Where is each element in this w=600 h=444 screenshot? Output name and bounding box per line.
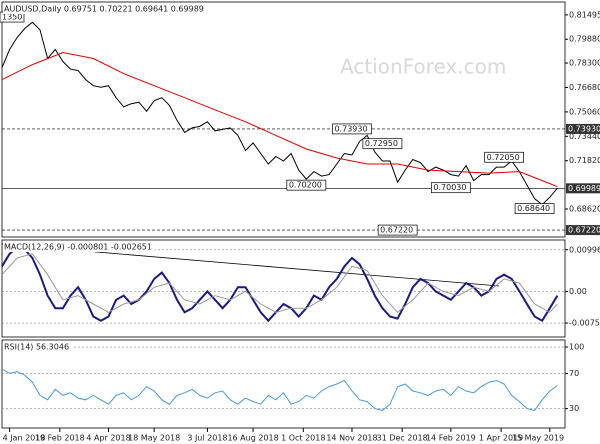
- x-tick-label: 31 Dec 2018: [377, 434, 428, 443]
- annotation-label: 1350: [2, 13, 22, 22]
- panel-title: RSI(14) 56.3046: [4, 343, 69, 352]
- annotation-box: [286, 179, 327, 191]
- x-tick-label: 14 Feb 2019: [426, 434, 476, 443]
- annotation-box: [431, 182, 471, 194]
- x-tick-label: 15 May 2019: [512, 434, 564, 443]
- panel-title: MACD(12,26,9) -0.000801 -0.002651: [4, 243, 152, 252]
- annotation-label: 0.73930: [334, 124, 367, 133]
- title-bg: [3, 342, 72, 352]
- x-tick-label: 3 Jul 2018: [187, 434, 227, 443]
- y-tick-label: 0.81495: [569, 10, 600, 19]
- y-tick-label: 0.79880: [569, 35, 600, 44]
- x-tick-label: 18 May 2018: [128, 434, 180, 443]
- annotation-label: 0.68640: [517, 204, 550, 213]
- annotation-box: [362, 138, 403, 150]
- y-tick-label: 0.76680: [569, 83, 600, 92]
- series-line: [1, 246, 559, 323]
- annotation-box: [514, 203, 555, 215]
- annotation-label: 0.72050: [487, 153, 520, 162]
- title-bg: [3, 242, 155, 252]
- annotation-box: [332, 123, 372, 135]
- watermark: ActionForex.com: [340, 55, 506, 79]
- y-tick-label: -0.00756: [569, 319, 600, 328]
- y-tick-label: 0.68620: [569, 204, 600, 213]
- panel-frame: [1, 339, 566, 429]
- annotation-label: 0.70030: [433, 183, 466, 192]
- level-label: 0.69989: [568, 184, 600, 193]
- x-tick-label: 1 Oct 2018: [281, 434, 325, 443]
- series-line: [1, 368, 558, 411]
- panel-frame: [1, 1, 566, 238]
- y-tick-label: 0.78300: [569, 59, 600, 68]
- level-label-box: [566, 225, 600, 236]
- level-label: 0.67220: [568, 226, 600, 235]
- x-tick-label: 19 Feb 2018: [35, 434, 85, 443]
- annotation-label: 0.72950: [365, 139, 398, 148]
- series-line: [1, 21, 558, 206]
- y-tick-label: 0.75060: [569, 107, 600, 116]
- panel-frame: [1, 239, 566, 338]
- annotation-label: 0.70200: [289, 181, 322, 190]
- y-tick-label: 0.00: [569, 287, 587, 296]
- series-line: [1, 253, 558, 313]
- y-tick-label: 0.73440: [569, 132, 600, 141]
- level-label-box: [566, 183, 600, 194]
- x-tick-label: 1 Apr 2019: [479, 434, 523, 443]
- panel-title: AUDUSD,Daily 0.69751 0.70221 0.69641 0.6…: [4, 5, 204, 14]
- level-label-box: [566, 123, 600, 134]
- annotation-label: 0.67220: [380, 226, 413, 235]
- y-tick-label: 0.009964: [569, 245, 600, 254]
- y-tick-label: 100: [569, 343, 584, 352]
- title-bg: [3, 4, 206, 14]
- x-tick-label: 16 Aug 2018: [227, 434, 278, 443]
- annotation-box: [377, 224, 418, 236]
- annotation-box: [484, 151, 524, 163]
- y-tick-label: 0.71820: [569, 156, 600, 165]
- series-line: [1, 51, 558, 188]
- y-tick-label: 30: [569, 404, 579, 413]
- x-tick-label: 14 Nov 2018: [326, 434, 377, 443]
- level-label: 0.73930: [568, 124, 600, 133]
- x-tick-label: 4 Apr 2018: [86, 434, 130, 443]
- x-tick-label: 4 Jan 2018: [3, 434, 46, 443]
- y-tick-label: 70: [569, 369, 579, 378]
